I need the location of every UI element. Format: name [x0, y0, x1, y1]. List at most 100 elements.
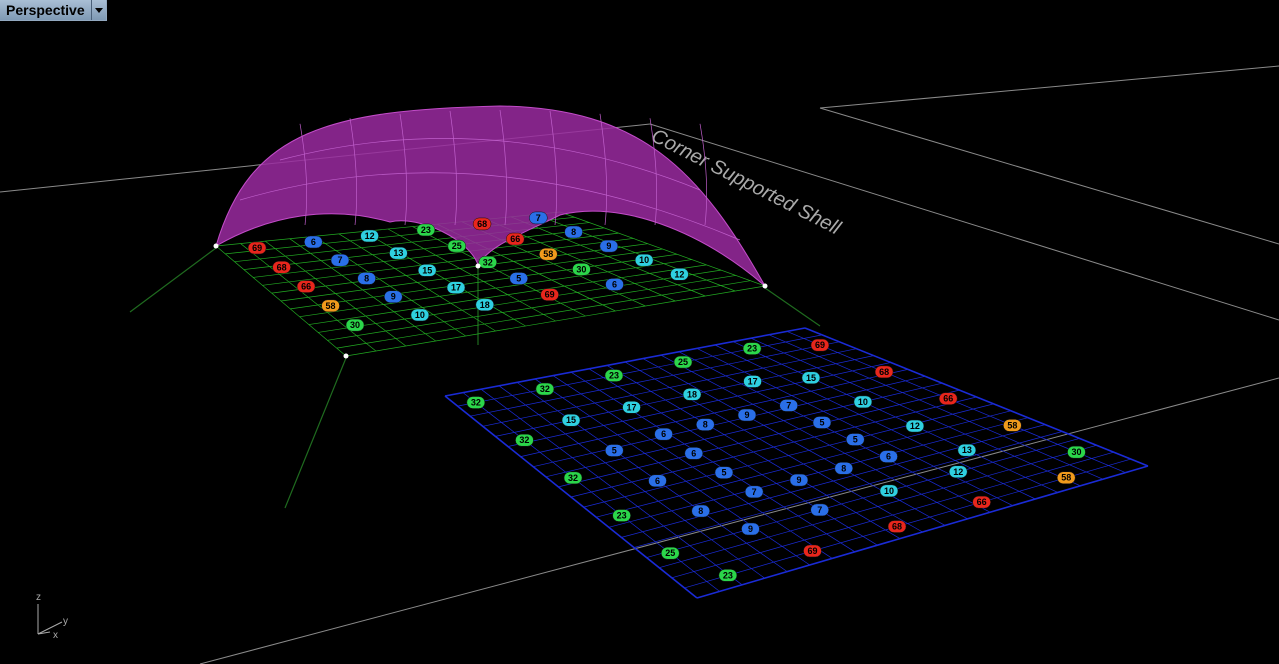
- node-label: 6: [304, 235, 323, 249]
- node-label: 7: [810, 503, 829, 517]
- node-label: 5: [605, 444, 624, 457]
- svg-text:58: 58: [1007, 420, 1017, 430]
- axis-x-label: x: [53, 630, 58, 641]
- svg-text:9: 9: [606, 241, 611, 251]
- viewport-title[interactable]: Perspective: [0, 0, 91, 20]
- node-label: 10: [634, 253, 654, 267]
- node-label: 69: [540, 288, 559, 301]
- node-label: 32: [563, 471, 583, 485]
- svg-text:68: 68: [879, 367, 889, 377]
- node-label: 6: [648, 474, 667, 488]
- svg-text:10: 10: [858, 397, 868, 407]
- node-label: 7: [330, 253, 350, 267]
- svg-text:18: 18: [480, 300, 490, 310]
- svg-text:32: 32: [519, 435, 529, 445]
- node-label: 68: [272, 261, 291, 274]
- node-label: 9: [789, 473, 809, 487]
- node-label: 68: [472, 217, 492, 231]
- svg-text:7: 7: [752, 487, 757, 497]
- node-label: 10: [853, 395, 873, 409]
- svg-text:10: 10: [639, 255, 649, 265]
- svg-text:6: 6: [691, 448, 696, 458]
- node-label: 13: [389, 246, 408, 260]
- node-label: 32: [466, 396, 486, 409]
- node-label: 7: [529, 211, 548, 225]
- svg-text:13: 13: [393, 248, 403, 258]
- svg-text:7: 7: [786, 400, 791, 410]
- node-label: 15: [561, 413, 581, 427]
- svg-text:5: 5: [612, 446, 617, 456]
- node-label: 25: [661, 546, 680, 560]
- node-label: 23: [604, 369, 624, 382]
- svg-text:23: 23: [421, 225, 431, 235]
- node-label: 10: [879, 484, 899, 498]
- svg-text:12: 12: [953, 467, 963, 477]
- svg-text:32: 32: [540, 384, 550, 394]
- node-label: 23: [416, 223, 436, 237]
- node-label: 9: [737, 408, 757, 422]
- node-label: 8: [564, 225, 583, 239]
- svg-text:12: 12: [910, 421, 920, 431]
- svg-text:7: 7: [536, 213, 541, 223]
- node-label: 18: [475, 298, 495, 312]
- node-label: 9: [599, 239, 619, 253]
- svg-text:8: 8: [703, 420, 708, 430]
- viewport-menu-button[interactable]: [90, 0, 106, 20]
- corner-points: [213, 243, 768, 359]
- svg-text:8: 8: [841, 463, 846, 473]
- node-label: 17: [446, 281, 466, 294]
- svg-text:9: 9: [796, 475, 801, 485]
- svg-text:5: 5: [721, 468, 726, 478]
- node-label: 68: [874, 365, 894, 379]
- svg-text:23: 23: [723, 570, 733, 580]
- viewport-tab[interactable]: Perspective: [0, 0, 107, 21]
- node-label: 6: [879, 450, 898, 463]
- svg-text:66: 66: [943, 394, 953, 404]
- svg-text:69: 69: [815, 340, 825, 350]
- svg-text:68: 68: [477, 219, 487, 229]
- node-label: 58: [321, 299, 340, 313]
- node-label: 8: [691, 504, 710, 518]
- node-label: 15: [801, 371, 821, 385]
- svg-text:69: 69: [545, 290, 555, 300]
- svg-text:12: 12: [365, 231, 375, 241]
- node-label: 30: [345, 318, 365, 332]
- node-label: 9: [741, 522, 760, 536]
- node-label: 9: [384, 290, 403, 303]
- svg-text:66: 66: [301, 282, 311, 292]
- node-label: 58: [1056, 471, 1076, 484]
- node-label: 15: [417, 264, 437, 277]
- svg-text:9: 9: [748, 524, 753, 534]
- svg-text:15: 15: [806, 373, 816, 383]
- svg-text:15: 15: [566, 415, 576, 425]
- svg-text:17: 17: [627, 402, 637, 412]
- node-label: 8: [696, 418, 715, 431]
- svg-text:10: 10: [415, 310, 425, 320]
- node-label: 5: [714, 466, 734, 479]
- axis-widget: [37, 604, 63, 635]
- node-label: 66: [972, 495, 991, 509]
- node-label: 30: [572, 263, 591, 276]
- node-label: 12: [670, 268, 689, 281]
- node-label: 69: [803, 544, 822, 558]
- node-label: 8: [834, 462, 854, 475]
- svg-text:5: 5: [819, 417, 824, 427]
- svg-text:8: 8: [364, 273, 369, 283]
- shell-surface: [215, 105, 766, 287]
- svg-text:7: 7: [337, 255, 342, 265]
- svg-text:66: 66: [510, 234, 520, 244]
- node-label: 7: [744, 485, 764, 499]
- svg-text:6: 6: [661, 429, 666, 439]
- axis-z-label: z: [36, 592, 41, 603]
- node-label: 66: [938, 392, 958, 405]
- svg-text:32: 32: [471, 398, 481, 408]
- svg-text:25: 25: [665, 548, 675, 558]
- svg-text:9: 9: [391, 292, 396, 302]
- svg-text:5: 5: [853, 435, 858, 445]
- svg-text:12: 12: [674, 269, 684, 279]
- svg-text:25: 25: [678, 357, 688, 367]
- svg-text:68: 68: [892, 522, 902, 532]
- node-label: 66: [505, 232, 525, 246]
